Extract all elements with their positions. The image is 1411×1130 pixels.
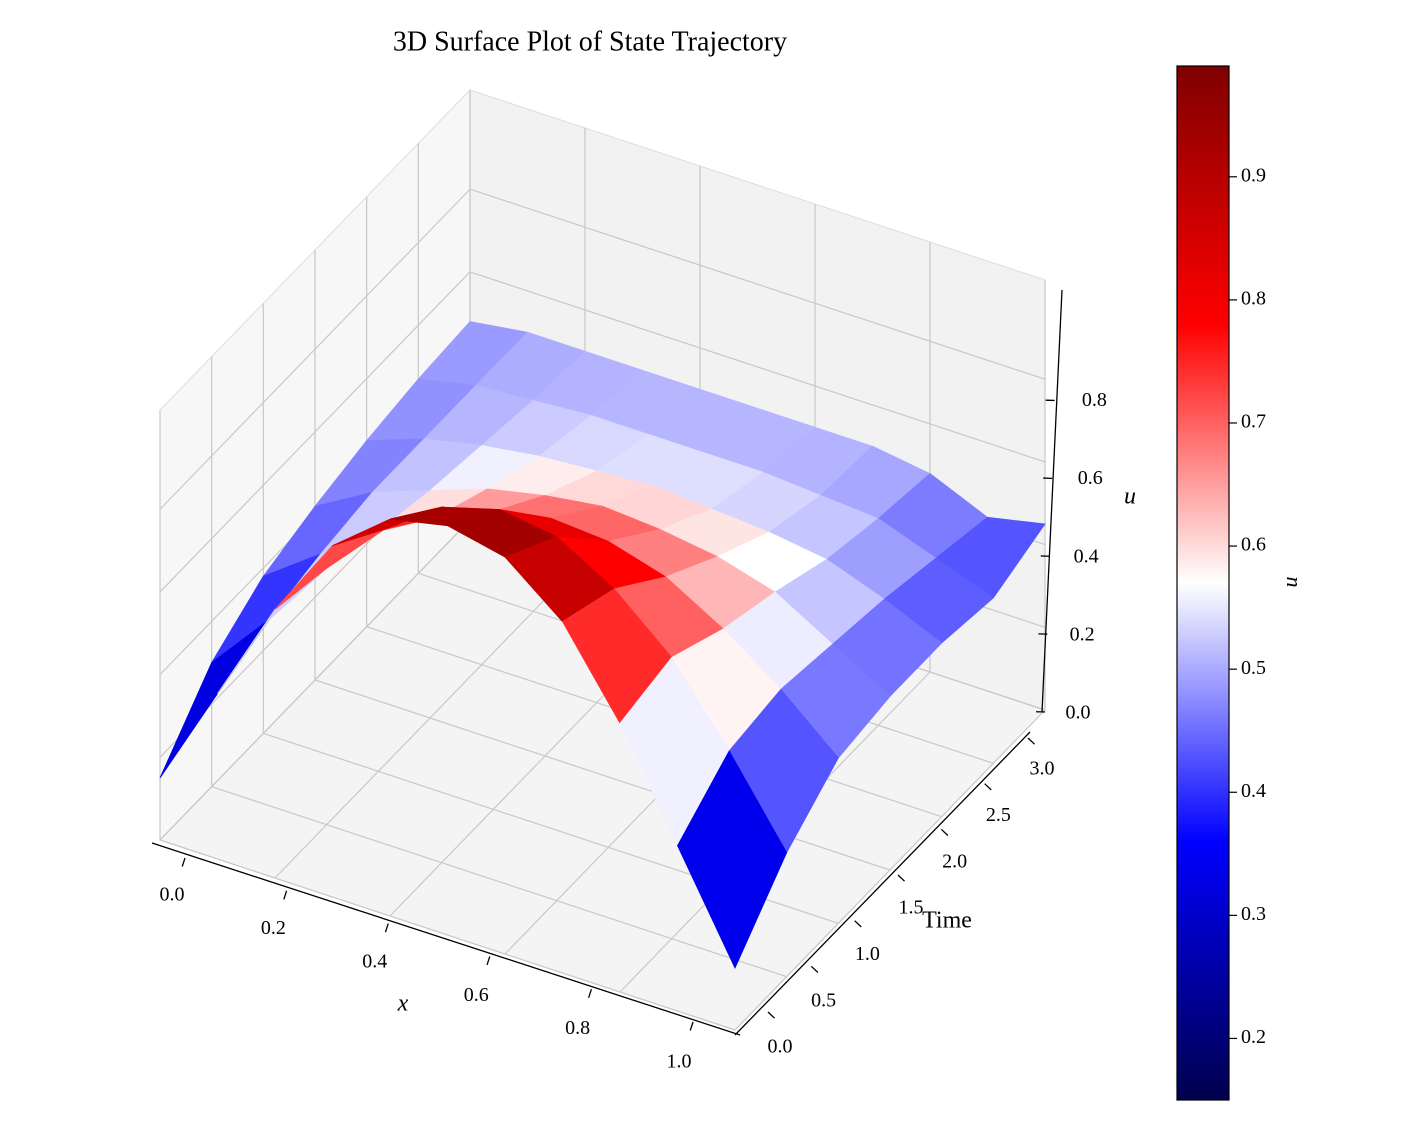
- z-axis-tick-label: 0.6: [1078, 467, 1103, 489]
- chart-title: 3D Surface Plot of State Trajectory: [393, 26, 787, 57]
- grid-line: [159, 839, 736, 1031]
- colorbar-tick-label: 0.4: [1241, 780, 1266, 802]
- colorbar-label: u: [1277, 577, 1302, 588]
- grid-line: [159, 519, 471, 841]
- y-axis-tick-label: 1.5: [899, 897, 924, 919]
- surface-patch: [677, 750, 788, 969]
- grid-line: [469, 188, 1046, 380]
- colorbar-tick-label: 0.7: [1241, 411, 1266, 433]
- tick-mark: [854, 920, 862, 928]
- y-axis-tick-label: 3.0: [1030, 758, 1055, 780]
- colorbar-tick-label: 0.2: [1241, 1026, 1266, 1048]
- grid-line: [159, 188, 471, 510]
- y-axis: [734, 731, 1031, 1036]
- tick-mark: [283, 890, 288, 900]
- tick-mark: [984, 783, 992, 791]
- colorbar-tick-label: 0.5: [1241, 657, 1266, 679]
- tick-mark: [1027, 737, 1035, 745]
- tick-mark: [181, 857, 186, 867]
- colorbar: [1176, 65, 1230, 1101]
- y-axis-tick-label: 2.0: [942, 850, 967, 872]
- x-axis-tick-label: 0.6: [464, 984, 489, 1006]
- z-axis-tick-label: 0.8: [1082, 389, 1107, 411]
- tick-mark: [810, 965, 819, 973]
- y-axis-tick-label: 1.0: [855, 943, 880, 965]
- colorbar-tick-label: 0.9: [1241, 164, 1266, 186]
- tick-mark: [384, 923, 389, 933]
- tick-mark: [588, 989, 593, 998]
- x-axis: [151, 842, 741, 1036]
- y-axis-label: Time: [922, 908, 972, 934]
- y-axis-tick-label: 0.0: [768, 1036, 793, 1058]
- colorbar-tick-label: 0.8: [1241, 287, 1266, 309]
- x-axis-tick-label: 0.2: [261, 917, 286, 939]
- y-axis-tick-label: 0.5: [811, 989, 836, 1011]
- tick-mark: [689, 1021, 694, 1031]
- z-axis-label: u: [1124, 484, 1136, 510]
- x-axis-tick-label: 0.0: [160, 884, 185, 906]
- x-axis-tick-label: 1.0: [667, 1051, 692, 1073]
- z-axis: [1041, 289, 1063, 713]
- grid-line: [469, 271, 1046, 463]
- y-axis-tick-label: 2.5: [986, 804, 1011, 826]
- z-axis-tick-label: 0.4: [1074, 545, 1099, 567]
- z-axis-tick-label: 0.2: [1070, 623, 1095, 645]
- colorbar-tick-label: 0.6: [1241, 534, 1266, 556]
- tick-mark: [940, 828, 949, 836]
- x-axis-label: x: [397, 991, 409, 1017]
- tick-mark: [897, 874, 905, 882]
- tick-mark: [486, 956, 491, 966]
- grid-line: [211, 786, 787, 978]
- tick-mark: [767, 1011, 775, 1019]
- colorbar-tick-label: 0.3: [1241, 903, 1266, 925]
- grid-line: [159, 271, 471, 593]
- x-axis-tick-label: 0.4: [362, 950, 387, 972]
- z-axis-tick-label: 0.0: [1066, 702, 1091, 724]
- x-axis-tick-label: 0.8: [565, 1017, 590, 1039]
